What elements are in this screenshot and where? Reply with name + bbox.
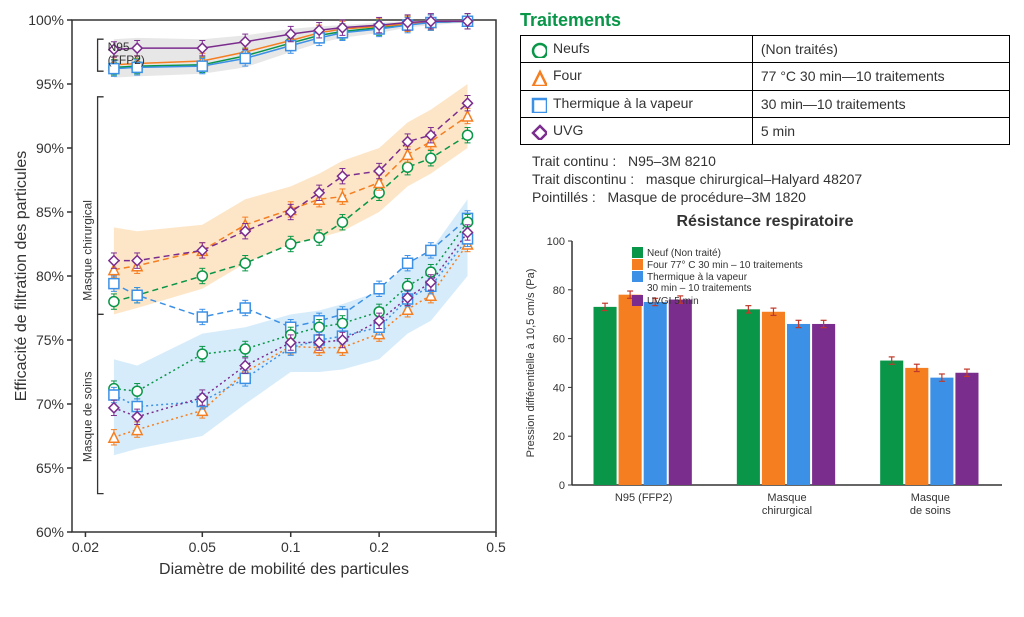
line-desc-prefix: Trait continu : xyxy=(532,153,616,169)
bar xyxy=(762,312,785,485)
svg-text:(FFP2): (FFP2) xyxy=(108,53,145,67)
treatment-row: UVG 5 min xyxy=(521,117,1010,144)
bar xyxy=(955,373,978,485)
bar xyxy=(787,324,810,485)
svg-text:100%: 100% xyxy=(28,12,64,28)
treatment-desc: (Non traités) xyxy=(752,36,1009,63)
line-desc-text: Masque de procédure–3M 1820 xyxy=(596,189,806,205)
line-desc-prefix: Trait discontinu : xyxy=(532,171,634,187)
bar-legend-label: Thermique à la vapeur xyxy=(647,272,748,283)
svg-text:0.05: 0.05 xyxy=(189,539,216,555)
svg-text:20: 20 xyxy=(553,431,565,443)
svg-text:Masque: Masque xyxy=(911,492,950,504)
svg-text:85%: 85% xyxy=(36,204,64,220)
line-chart: 60% 65% 70% 75% 80% 85% 90% 95% 100% 0.02 0.05 0.1 0… xyxy=(10,10,510,580)
treatment-desc: 5 min xyxy=(752,117,1009,144)
svg-text:0.1: 0.1 xyxy=(281,539,301,555)
treatment-label: Four xyxy=(553,67,582,83)
svg-text:65%: 65% xyxy=(36,460,64,476)
treatment-label: UVG xyxy=(553,122,583,138)
svg-text:90%: 90% xyxy=(36,140,64,156)
line-desc-row: Pointillés : Masque de procédure–3M 1820 xyxy=(532,189,1010,205)
square-icon xyxy=(529,95,547,113)
svg-text:N95 (FFP2): N95 (FFP2) xyxy=(615,492,672,504)
bar-chart: 0 20 40 60 80 100 Pression différentielle à 10… xyxy=(520,233,1010,533)
line-desc-row: Trait continu : N95–3M 8210 xyxy=(532,153,1010,169)
bar xyxy=(669,300,692,485)
bar-legend-label: UVGI 5 min xyxy=(647,296,699,307)
svg-text:Diamètre de mobilité des parti: Diamètre de mobilité des particules xyxy=(159,561,409,578)
svg-text:Masque: Masque xyxy=(767,492,806,504)
bar xyxy=(812,324,835,485)
line-desc-text: N95–3M 8210 xyxy=(616,153,716,169)
svg-text:100: 100 xyxy=(547,236,565,248)
bar xyxy=(880,361,903,485)
svg-text:de soins: de soins xyxy=(910,505,951,517)
svg-text:Masque chirurgical: Masque chirurgical xyxy=(81,200,95,301)
svg-text:80%: 80% xyxy=(36,268,64,284)
bar xyxy=(619,295,642,485)
bar-legend-label: 30 min – 10 traitements xyxy=(647,283,752,294)
svg-text:N95: N95 xyxy=(108,40,130,54)
bar xyxy=(644,302,667,485)
treatments-table: Neufs (Non traités) Four 77 °C 30 min—10 tr… xyxy=(520,35,1010,145)
treatment-label: Thermique à la vapeur xyxy=(553,95,693,111)
svg-text:chirurgical: chirurgical xyxy=(762,505,812,517)
treatment-desc: 77 °C 30 min—10 traitements xyxy=(752,63,1009,90)
bar xyxy=(905,368,928,485)
svg-text:0.5: 0.5 xyxy=(486,539,506,555)
svg-text:0.2: 0.2 xyxy=(369,539,389,555)
svg-text:80: 80 xyxy=(553,285,565,297)
line-desc-text: masque chirurgical–Halyard 48207 xyxy=(634,171,862,187)
bar xyxy=(737,310,760,486)
bar-legend-label: Four 77° C 30 min – 10 traitements xyxy=(647,260,803,271)
svg-text:75%: 75% xyxy=(36,332,64,348)
bar-chart-title: Résistance respiratoire xyxy=(520,213,1010,231)
svg-text:95%: 95% xyxy=(36,76,64,92)
bar-legend-label: Neuf (Non traité) xyxy=(647,248,721,259)
line-desc-row: Trait discontinu : masque chirurgical–Ha… xyxy=(532,171,1010,187)
svg-text:0.02: 0.02 xyxy=(72,539,99,555)
treatments-title: Traitements xyxy=(520,10,1010,31)
triangle-icon xyxy=(529,68,547,86)
treatment-row: Four 77 °C 30 min—10 traitements xyxy=(521,63,1010,90)
bar xyxy=(594,307,617,485)
treatment-desc: 30 min—10 traitements xyxy=(752,90,1009,117)
line-style-description: Trait continu : N95–3M 8210 Trait discont… xyxy=(520,153,1010,205)
svg-text:0: 0 xyxy=(559,480,565,492)
diamond-icon xyxy=(529,122,547,140)
svg-text:70%: 70% xyxy=(36,396,64,412)
svg-text:Pression différentielle à 10,5: Pression différentielle à 10,5 cm/s (Pa) xyxy=(525,269,537,458)
svg-text:40: 40 xyxy=(553,383,565,395)
circle-icon xyxy=(529,40,547,58)
line-desc-prefix: Pointillés : xyxy=(532,189,596,205)
svg-text:Efficacité de filtration des p: Efficacité de filtration des particules xyxy=(13,151,30,402)
svg-text:Masque de soins: Masque de soins xyxy=(81,371,95,462)
treatment-row: Neufs (Non traités) xyxy=(521,36,1010,63)
svg-text:60%: 60% xyxy=(36,524,64,540)
treatment-label: Neufs xyxy=(553,40,590,56)
treatment-row: Thermique à la vapeur 30 min—10 traitemen… xyxy=(521,90,1010,117)
svg-text:60: 60 xyxy=(553,334,565,346)
bar xyxy=(930,378,953,485)
